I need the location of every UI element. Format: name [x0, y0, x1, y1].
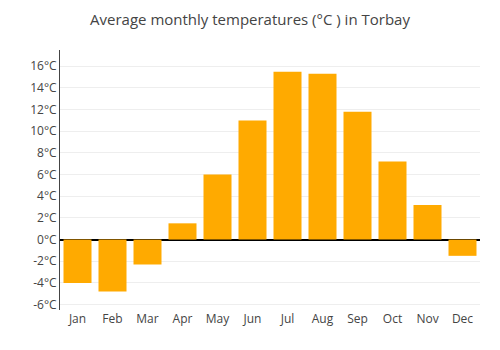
svg-text:Feb: Feb [102, 310, 122, 327]
svg-text:-6°C: -6°C [33, 296, 57, 313]
svg-text:6°C: 6°C [37, 166, 57, 183]
svg-text:0°C: 0°C [37, 231, 57, 248]
svg-text:Dec: Dec [452, 310, 473, 327]
svg-text:Aug: Aug [312, 310, 334, 327]
svg-text:Apr: Apr [173, 310, 193, 327]
svg-text:16°C: 16°C [30, 57, 57, 74]
svg-text:4°C: 4°C [37, 187, 57, 204]
svg-text:Mar: Mar [136, 310, 158, 327]
svg-text:14°C: 14°C [30, 79, 57, 96]
svg-text:Jul: Jul [280, 310, 295, 327]
svg-text:Sep: Sep [347, 310, 368, 327]
svg-text:Oct: Oct [383, 310, 402, 327]
svg-text:Jan: Jan [68, 310, 86, 327]
svg-text:8°C: 8°C [37, 144, 57, 161]
svg-text:Average monthly temperatures (: Average monthly temperatures (°C ) in To… [90, 9, 410, 29]
svg-text:Jun: Jun [243, 310, 262, 327]
svg-text:10°C: 10°C [30, 122, 57, 139]
svg-text:-4°C: -4°C [33, 274, 57, 291]
svg-text:12°C: 12°C [30, 101, 57, 118]
svg-text:2°C: 2°C [37, 209, 57, 226]
svg-text:Nov: Nov [416, 310, 438, 327]
svg-text:May: May [206, 310, 230, 327]
svg-text:-2°C: -2°C [33, 252, 57, 269]
